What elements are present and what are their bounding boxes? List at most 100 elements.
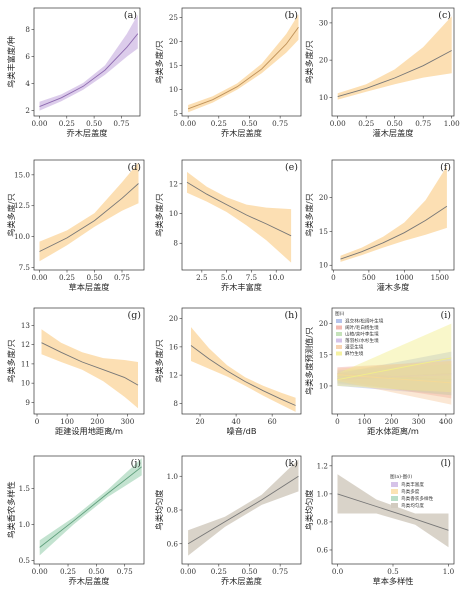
y-axis-label: 鸟类多度/只: [6, 193, 16, 237]
legend-swatch: [336, 345, 342, 349]
panel-i: 0 100 200 300 400 10 15 20 距水体距离/m 鸟类多度预测值/只 (i) 图(…: [304, 307, 455, 436]
y-tick-label: 10: [319, 381, 329, 390]
x-tick-label: 100: [358, 417, 372, 426]
y-tick-label: 10: [319, 93, 329, 102]
x-tick-label: 5.0: [221, 273, 233, 282]
x-tick-label: 2.5: [196, 273, 208, 282]
legend-title: 图(a)-图(l): [390, 474, 412, 480]
y-tick-label: 30: [319, 18, 329, 27]
confidence-band-3: [337, 364, 452, 396]
y-tick-label: 11: [21, 359, 30, 368]
x-tick-label: 1000: [395, 273, 414, 282]
confidence-band-2: [337, 361, 452, 399]
x-tick-label: 0.50: [387, 119, 403, 128]
x-axis-label: 灌木多度: [377, 282, 410, 292]
plot-frame: [33, 7, 141, 117]
fit-line-1: [337, 493, 449, 531]
legend-label: 鸟类均匀度: [401, 502, 424, 509]
y-tick-label: 16: [169, 342, 179, 351]
panel-label: (f): [440, 162, 451, 173]
y-tick-label: 12: [169, 179, 178, 188]
legend-swatch: [336, 332, 342, 336]
confidence-band-1: [188, 459, 299, 556]
y-tick-label: 0.8: [317, 517, 329, 526]
panel-label: (a): [124, 10, 137, 21]
y-axis-label: 鸟类香农多样性: [6, 481, 16, 538]
fit-line-1: [39, 33, 139, 108]
y-axis-label: 鸟类多度/只: [154, 193, 164, 237]
x-tick-label: 0.50: [241, 119, 257, 128]
x-tick-label: 0.00: [31, 273, 47, 282]
x-tick-label: 0.75: [113, 119, 129, 128]
x-axis-label: 乔木层盖度: [67, 128, 108, 138]
x-tick-label: 300: [121, 417, 135, 426]
x-tick-label: 0.00: [180, 119, 196, 128]
x-tick-label: 100: [60, 417, 74, 426]
y-tick-label: 15: [319, 350, 329, 359]
y-tick-label: 15: [319, 227, 329, 236]
y-tick-label: 1.2: [317, 461, 328, 470]
y-tick-label: 20: [169, 37, 179, 46]
x-axis-label: 草本层盖度: [69, 282, 110, 292]
y-axis-label: 鸟类多度/只: [304, 40, 314, 84]
y-tick-label: 12.5: [14, 201, 30, 210]
legend-swatch: [391, 496, 398, 501]
x-tick-label: 0.25: [59, 273, 75, 282]
legend-label: 混交林/松阔叶生境: [345, 318, 384, 325]
y-tick-label: 0.6: [167, 539, 179, 548]
x-tick-label: 0.00: [330, 119, 346, 128]
panel-a: 0.00 0.25 0.50 0.75 2 4 6 8 乔木层盖度 鸟类丰富度/种 (a): [6, 7, 141, 138]
panel-label: (j): [131, 458, 141, 469]
panel-label: (e): [285, 162, 298, 173]
confidence-band-1: [41, 329, 138, 409]
legend-label: 鸟类多度: [401, 488, 420, 495]
y-tick-label: 13: [21, 321, 31, 330]
y-tick-label: 12: [169, 371, 178, 380]
y-axis-label: 鸟类多度预测值/只: [304, 327, 314, 395]
y-tick-label: 10: [319, 261, 329, 270]
x-tick-label: 1500: [431, 273, 450, 282]
y-tick-label: 4: [25, 79, 30, 88]
x-tick-label: 0.75: [114, 273, 130, 282]
legend-swatch: [391, 489, 398, 494]
fit-line-6: [337, 357, 452, 381]
fit-line-4: [337, 374, 452, 379]
plot-frame: [331, 159, 455, 271]
x-tick-label: 0.25: [358, 119, 374, 128]
plot-frame: [33, 455, 145, 565]
y-axis-label: 鸟类均匀度: [154, 490, 164, 531]
fit-line-1: [39, 183, 139, 252]
x-tick-label: 0.50: [88, 567, 104, 576]
x-axis-label: 噪音/dB: [227, 426, 257, 436]
x-tick-label: 0.5: [387, 567, 399, 576]
panel-d: 0.00 0.25 0.50 0.75 7.5 10.0 12.5 15.0 草本层盖度 鸟类多度…: [6, 159, 145, 292]
confidence-band-1: [187, 171, 292, 263]
fit-line-1: [186, 181, 292, 237]
confidence-band-1: [340, 166, 447, 262]
x-tick-label: 0.50: [86, 273, 102, 282]
fit-line-1: [340, 205, 448, 260]
x-axis-label: 距水体距离/m: [367, 426, 419, 436]
legend-title: 图(i): [335, 311, 345, 317]
plot-frame: [181, 307, 302, 415]
confidence-band-4: [337, 357, 452, 393]
legend-swatch: [336, 325, 342, 330]
y-tick-label: 20: [169, 314, 179, 323]
panel-label: (l): [441, 458, 451, 469]
panel-label: (d): [128, 162, 142, 173]
y-tick-label: 0.8: [167, 506, 179, 515]
plot-frame: [181, 159, 302, 271]
panel-label: (c): [438, 10, 451, 21]
legend-label: 麻竹生境: [345, 350, 364, 357]
plot-frame: [181, 7, 302, 117]
x-tick-label: 0.75: [272, 567, 288, 576]
y-tick-label: 7.5: [19, 263, 31, 272]
confidence-band-1: [337, 16, 452, 100]
x-tick-label: 0.25: [60, 567, 76, 576]
confidence-band-1: [191, 327, 296, 412]
panel-h: 20 40 60 8 12 16 20 噪音/dB 鸟类多度/只 (h): [154, 307, 302, 436]
confidence-band-1: [337, 351, 452, 396]
x-tick-label: 200: [385, 417, 399, 426]
